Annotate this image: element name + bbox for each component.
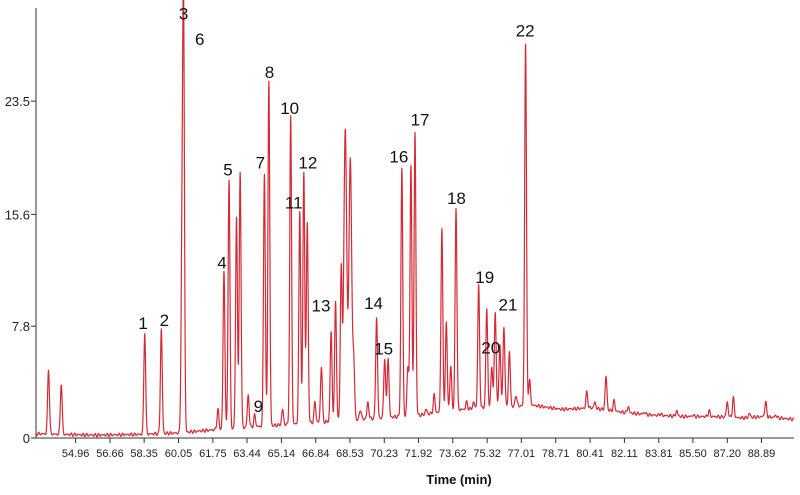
x-tick-label: 56.66 [96,448,124,460]
x-tick-label: 58.35 [130,448,158,460]
x-tick-label: 83.81 [645,448,673,460]
x-tick-label: 66.84 [302,448,330,460]
y-tick-label: 23.5 [5,94,30,109]
peak-label-11: 11 [285,194,303,213]
peak-label-16: 16 [389,148,408,167]
y-tick-group: 0 7.8 15.6 23.5 [5,94,36,446]
x-tick-label: 87.20 [714,448,742,460]
x-axis-title: Time (min) [426,472,492,487]
peak-label-17: 17 [411,110,430,129]
peak-label-21: 21 [499,295,518,314]
peak-label-4: 4 [217,254,226,273]
x-tick-label: 54.96 [62,448,90,460]
y-tick-label: 15.6 [5,207,30,222]
x-tick-label: 88.89 [748,448,776,460]
peak-label-20: 20 [481,338,500,357]
peak-label-14: 14 [364,294,383,313]
peak-label-7: 7 [256,153,265,172]
x-tick-label: 77.01 [508,448,536,460]
peak-label-12: 12 [298,153,317,172]
peak-label-6: 6 [195,30,204,49]
x-tick-label: 70.23 [371,448,399,460]
peak-label-1: 1 [138,314,147,333]
x-tick-label: 68.53 [336,448,364,460]
peak-label-19: 19 [475,268,494,287]
x-tick-label: 71.92 [405,448,433,460]
x-tick-label: 63.44 [233,448,261,460]
peak-label-9: 9 [254,397,263,416]
y-tick-label: 0 [23,431,30,446]
x-tick-label: 80.41 [576,448,604,460]
y-tick-label: 7.8 [12,319,30,334]
peak-label-2: 2 [160,311,169,330]
x-tick-label: 73.62 [439,448,467,460]
peak-label-10: 10 [280,99,299,118]
x-tick-group: 54.96 56.66 58.35 60.05 61.75 63.44 65.14 66.84… [62,438,775,460]
x-tick-label: 85.50 [679,448,707,460]
peak-label-8: 8 [265,63,274,82]
peak-label-13: 13 [312,297,331,316]
peak-label-15: 15 [374,340,393,359]
chromatogram-trace [35,0,795,438]
peak-label-3: 3 [179,4,188,23]
peak-label-18: 18 [447,189,466,208]
x-tick-label: 75.32 [473,448,501,460]
x-tick-label: 78.71 [542,448,570,460]
x-tick-label: 82.11 [611,448,638,460]
x-tick-label: 65.14 [268,448,296,460]
peak-label-22: 22 [516,22,535,41]
peak-label-5: 5 [223,161,232,180]
x-tick-label: 61.75 [199,448,227,460]
x-tick-label: 60.05 [165,448,193,460]
axes [35,8,794,439]
